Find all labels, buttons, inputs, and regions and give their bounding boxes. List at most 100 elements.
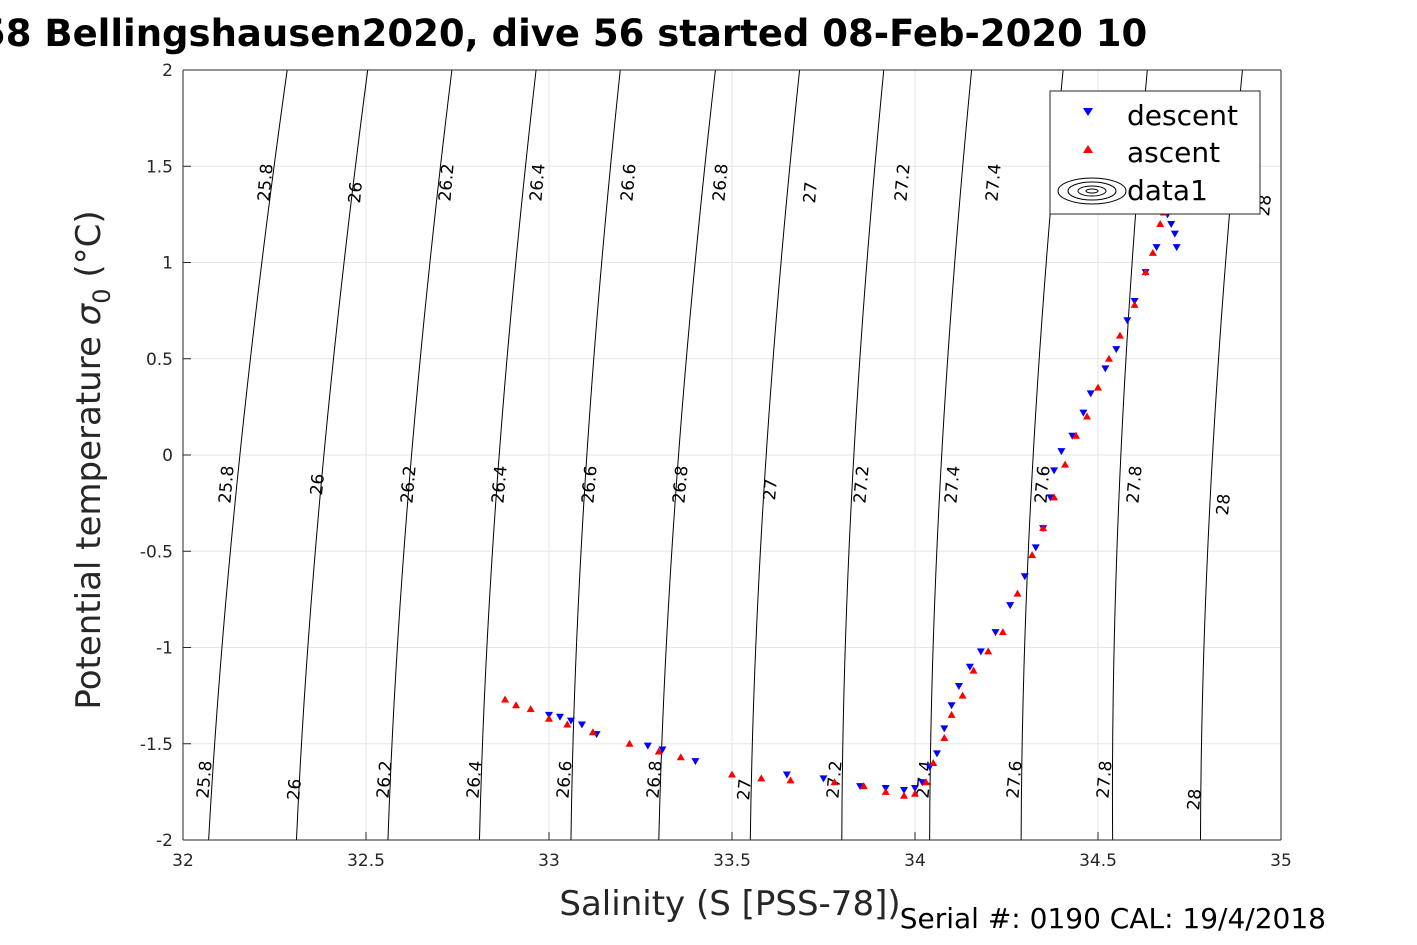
y-tick-label: 0.5 [146,350,173,370]
y-tick-label: 2 [162,61,173,81]
y-tick-label: -2 [156,831,173,851]
ascent-point [786,776,795,784]
contour-label: 26 [307,473,329,496]
contour-label: 27 [734,778,756,801]
descent-point [577,721,586,729]
ascent-point [1130,300,1139,308]
descent-point [555,713,564,721]
ascent-point [1104,354,1113,362]
descent-point [1152,244,1161,252]
legend-ascent-label: ascent [1127,136,1220,169]
ascent-point [1156,220,1165,227]
ascent-point [969,666,978,674]
ascent-point [881,787,890,795]
x-axis-label: Salinity (S [PSS-78]) [559,884,900,924]
descent-point [1046,494,1055,502]
contour-label: 26.8 [709,163,732,202]
ascent-point [563,720,572,728]
contour-label: 26.2 [373,760,396,799]
y-tick-label: 1 [162,254,173,274]
descent-point [658,746,667,754]
legend-descent-label: descent [1127,99,1238,132]
descent-point [856,783,865,791]
y-axis-label: Potential temperature σ0 (°C) [69,210,116,709]
x-tick-label: 32 [172,851,194,871]
x-tick-label: 34 [904,851,926,871]
contour-line [929,69,973,841]
contour-label: 25.8 [254,163,277,202]
ascent-point [545,714,553,722]
descent-point [566,717,575,725]
ascent-point [676,753,685,761]
descent-point [976,648,985,656]
ascent-point [1115,331,1124,339]
descent-point [819,775,828,783]
descent-point [991,629,1000,637]
descent-point [1050,467,1059,475]
descent-point [643,742,652,750]
descent-point [900,786,909,794]
y-tick-label: -1.5 [140,735,173,755]
ascent-point [940,733,949,741]
legend-data1-label: data1 [1127,174,1208,207]
descent-point [1172,244,1181,252]
descent-point [1170,230,1179,238]
contour-label: 27.4 [982,163,1005,202]
descent-point [918,779,927,787]
ascent-point [1094,383,1102,391]
ascent-point [1013,589,1022,597]
ascent-point [1072,431,1081,439]
contour-line [208,69,288,841]
contour-label: 26.6 [553,760,576,799]
ascent-point [1061,460,1070,468]
descent-point [947,702,956,710]
contour-label: 26 [345,181,367,204]
ascent-point [1141,268,1150,276]
series-layer [501,208,1181,799]
x-tick-label: 32.5 [347,851,385,871]
ascent-point [501,695,510,703]
x-tick-label: 34.5 [1079,851,1117,871]
ascent-point [921,778,930,786]
contour-label: 27.6 [1003,760,1026,799]
descent-point [1167,221,1176,228]
contour-label: 27 [760,478,782,501]
x-tick-label: 33.5 [713,851,751,871]
y-tick-label: 1.5 [146,157,173,177]
x-tick-label: 35 [1270,851,1292,871]
ascent-point [654,747,663,755]
ascent-point [911,789,919,797]
contour-label: 26.6 [578,465,601,504]
contour-label: 26.2 [397,465,420,504]
legend-contour-icon [1057,177,1127,205]
descent-point [1101,365,1110,373]
contour-label: 27 [800,181,822,204]
contour-line [387,69,453,841]
descent-point [911,785,919,793]
contour-label: 26.6 [617,163,640,202]
descent-point [1031,544,1040,552]
descent-point [965,663,974,671]
ascent-point [1148,248,1157,256]
contour-line [658,69,716,841]
ascent-point [958,691,967,699]
contour-label: 28 [1184,788,1206,811]
contour-label: 26.8 [669,465,692,504]
contour-label: 26.4 [526,163,549,202]
descent-point [1006,602,1015,610]
contour-line [841,69,885,841]
descent-point [1057,448,1066,456]
ascent-series [501,208,1168,799]
ascent-point [830,778,839,786]
y-tick-label: -1 [156,639,173,659]
ascent-point [728,770,736,778]
contour-label: 27.2 [891,163,914,202]
descent-point [1068,432,1077,440]
ascent-point [1039,524,1048,532]
ascent-point [929,759,938,766]
descent-point [1020,573,1029,581]
ascent-point [757,774,766,782]
contour-label: 27.2 [850,465,873,504]
contour-label: 26.8 [643,760,666,799]
